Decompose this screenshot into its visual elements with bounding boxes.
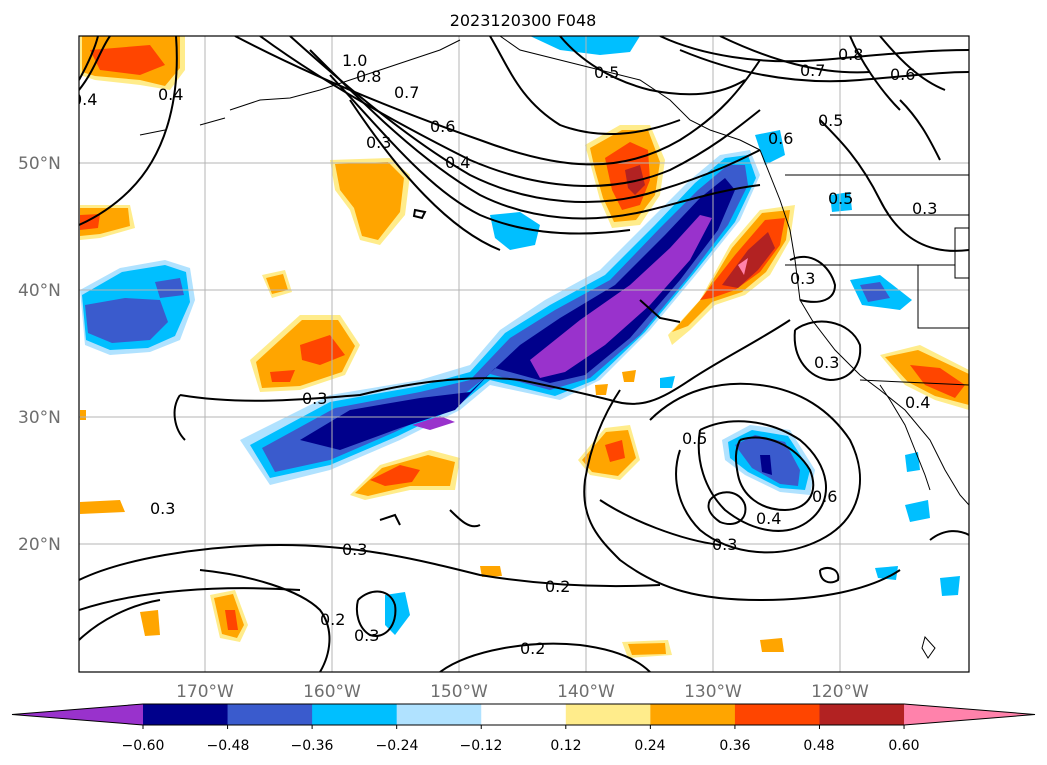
contour-label: 0.3 [366,133,391,152]
colorbar-segment [819,704,905,725]
contour-label: 0.4 [905,393,930,412]
colorbar-tick-label: 0.24 [634,738,665,754]
contour-label: 0.6 [430,117,455,136]
colorbar-segment [396,704,482,725]
contour-label: 0.3 [342,540,367,559]
contour-label: 0.5 [594,63,619,82]
lat-label: 20°N [18,535,61,555]
contour-label: 0.5 [682,429,707,448]
lon-label: 130°W [684,682,742,702]
contour-label: 0.7 [394,83,419,102]
lat-label: 50°N [18,154,61,174]
colorbar-segment [481,704,567,725]
contour-label: 0.6 [768,129,793,148]
contour-label: 0.3 [302,389,327,408]
colorbar-tick-labels: −0.60 −0.48 −0.36 −0.24 −0.12 0.12 0.24 … [122,738,920,754]
map-frame [78,35,970,673]
contour-label: 0.6 [890,65,915,84]
colorbar-tick-label: −0.12 [460,738,503,754]
negative-anomaly-band [80,36,960,635]
colorbar-tick-label: 0.12 [550,738,581,754]
contour-label: 0.3 [814,353,839,372]
contour-label: 1.0 [342,51,367,70]
contour-label: 0.2 [320,610,345,629]
contour-label: 0.6 [812,487,837,506]
contour-label: 0.2 [545,577,570,596]
contour-label: 0.8 [838,45,863,64]
colorbar-segment [734,704,820,725]
contour-label: 0.3 [712,535,737,554]
contour-label: 0.4 [445,153,470,172]
colorbar-tick-label: −0.60 [122,738,165,754]
colorbar-segment [312,704,398,725]
lon-label: 120°W [811,682,869,702]
contour-label: 0.3 [790,269,815,288]
contour-label: 0.2 [520,639,545,658]
map-area: 1.0 0.8 0.7 0.6 0.5 0.4 0.3 0.8 0.7 0.6 … [72,36,969,672]
map-title: 2023120300 F048 [450,11,597,30]
lon-label: 150°W [430,682,488,702]
colorbar-tick-label: −0.48 [207,738,250,754]
colorbar-tick-label: −0.36 [291,738,334,754]
graticule [79,36,969,672]
colorbar-tick-label: 0.60 [888,738,919,754]
lon-label: 170°W [176,682,234,702]
colorbar-extend-min [12,704,143,725]
contour-label: 0.3 [150,499,175,518]
lon-label: 140°W [557,682,615,702]
contour-lines [79,36,969,672]
contour-label: 0.4 [72,90,97,109]
lat-label: 30°N [18,408,61,428]
contour-label-group: 1.0 0.8 0.7 0.6 0.5 0.4 0.3 0.8 0.7 0.6 … [72,45,937,658]
longitude-labels: 170°W 160°W 150°W 140°W 130°W 120°W [176,682,869,702]
contour-label: 0.8 [356,67,381,86]
contour-label: 0.4 [756,509,781,528]
colorbar [11,703,1036,729]
colorbar-segment [143,704,229,725]
colorbar-segment [227,704,313,725]
colorbar-tick-label: −0.24 [376,738,419,754]
contour-label: 0.5 [828,189,853,208]
colorbar-extend-max [904,704,1035,725]
contour-label: 0.3 [354,626,379,645]
positive-anomaly-areas [80,36,969,658]
contour-label: 0.7 [800,61,825,80]
lon-label: 160°W [303,682,361,702]
contour-label: 0.4 [158,85,183,104]
colorbar-tick-label: 0.36 [719,738,750,754]
contour-label: 0.3 [912,199,937,218]
colorbar-tick-label: 0.48 [803,738,834,754]
lat-label: 40°N [18,281,61,301]
latitude-labels: 50°N 40°N 30°N 20°N [18,154,61,555]
contour-label: 0.5 [818,111,843,130]
colorbar-segment [650,704,736,725]
colorbar-segment [565,704,651,725]
